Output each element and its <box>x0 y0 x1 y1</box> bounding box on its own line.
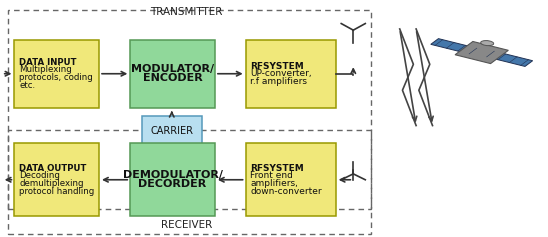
Bar <box>8 10 372 209</box>
Polygon shape <box>455 41 509 64</box>
Bar <box>14 143 99 216</box>
Text: ENCODER: ENCODER <box>142 73 202 83</box>
Text: DATA INPUT: DATA INPUT <box>19 58 77 67</box>
Text: DEMODULATOR/: DEMODULATOR/ <box>123 170 222 180</box>
Text: amplifiers,: amplifiers, <box>250 179 298 188</box>
Text: MODULATOR/: MODULATOR/ <box>131 64 214 74</box>
Text: down-converter: down-converter <box>250 187 322 196</box>
Polygon shape <box>431 39 481 55</box>
Bar <box>246 40 336 108</box>
Text: demultiplexing: demultiplexing <box>19 179 84 188</box>
Bar <box>142 116 202 146</box>
Text: RECEIVER: RECEIVER <box>161 220 212 230</box>
Text: DECORDER: DECORDER <box>139 179 207 189</box>
Text: CARRIER: CARRIER <box>150 126 193 136</box>
Text: UP-converter,: UP-converter, <box>250 69 312 78</box>
Text: DATA OUTPUT: DATA OUTPUT <box>19 164 87 173</box>
Bar <box>246 143 336 216</box>
Bar <box>130 40 215 108</box>
Text: RFSYSTEM: RFSYSTEM <box>250 164 304 173</box>
Text: Decoding: Decoding <box>19 172 60 181</box>
Text: protocols, coding: protocols, coding <box>19 73 93 82</box>
Text: protocol handling: protocol handling <box>19 187 94 196</box>
Text: Front end: Front end <box>250 172 293 181</box>
Text: r.f amplifiers: r.f amplifiers <box>250 77 307 86</box>
Text: RFSYSTEM: RFSYSTEM <box>250 62 304 71</box>
Bar <box>130 143 215 216</box>
Ellipse shape <box>481 41 494 46</box>
Bar <box>8 130 372 234</box>
Text: TRANSMITTER: TRANSMITTER <box>150 7 222 17</box>
Text: Multiplexing: Multiplexing <box>19 65 72 74</box>
Bar <box>14 40 99 108</box>
Polygon shape <box>482 50 533 66</box>
Text: etc.: etc. <box>19 81 36 90</box>
